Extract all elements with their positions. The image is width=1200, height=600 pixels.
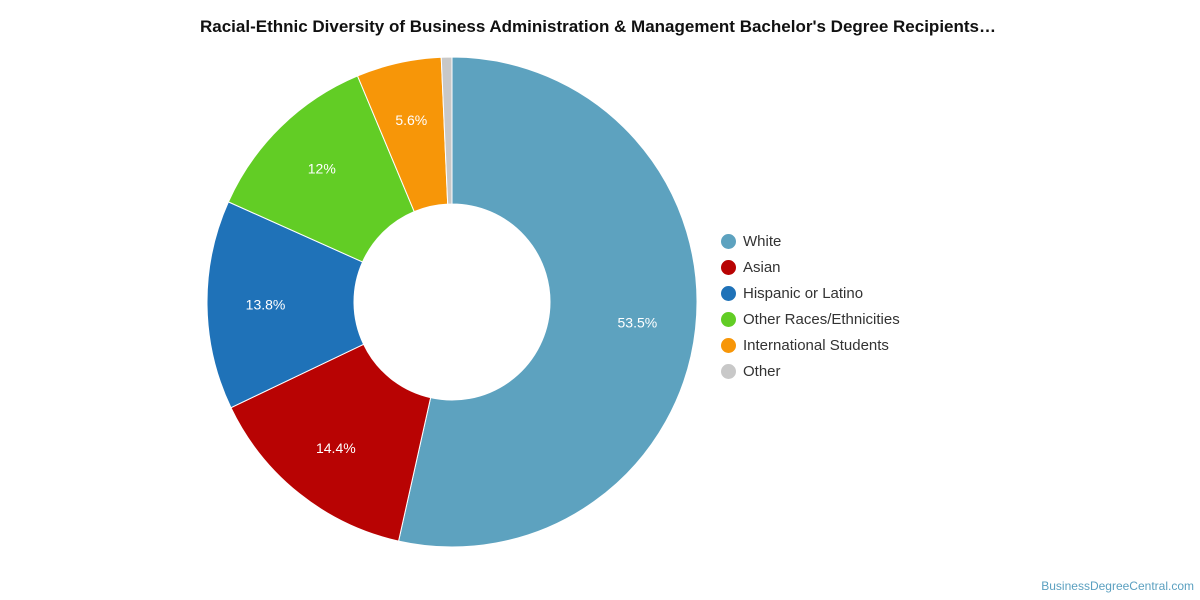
legend-marker xyxy=(721,363,736,379)
legend-label: Other xyxy=(743,362,781,380)
legend-label: White xyxy=(743,232,782,250)
legend-marker xyxy=(721,337,736,353)
data-label-other-races-ethnicities: 12% xyxy=(308,160,336,176)
legend-marker xyxy=(721,285,736,301)
legend-item-white[interactable]: White xyxy=(721,228,900,254)
data-label-hispanic-or-latino: 13.8% xyxy=(246,296,286,312)
data-label-white: 53.5% xyxy=(618,314,658,330)
slice-other[interactable] xyxy=(440,56,453,205)
legend-label: International Students xyxy=(743,336,889,354)
legend-item-asian[interactable]: Asian xyxy=(721,254,900,280)
legend-item-international-students[interactable]: International Students xyxy=(721,332,900,358)
legend-item-other-races-ethnicities[interactable]: Other Races/Ethnicities xyxy=(721,306,900,332)
source-link[interactable]: BusinessDegreeCentral.com xyxy=(1041,579,1194,593)
chart-legend: White Asian Hispanic or Latino Other Races/… xyxy=(721,228,900,384)
data-label-asian: 14.4% xyxy=(316,440,356,456)
legend-label: Asian xyxy=(743,258,781,276)
legend-label: Hispanic or Latino xyxy=(743,284,864,302)
slice-hispanic-or-latino[interactable] xyxy=(206,201,365,409)
slice-other-races-ethnicities[interactable] xyxy=(227,75,415,263)
legend-marker xyxy=(721,311,736,327)
legend-marker xyxy=(721,259,736,275)
chart-title: Racial-Ethnic Diversity of Business Admi… xyxy=(199,17,996,36)
slice-asian[interactable] xyxy=(230,343,432,542)
slice-white[interactable] xyxy=(397,56,698,548)
legend-item-hispanic-or-latino[interactable]: Hispanic or Latino xyxy=(721,280,900,306)
data-label-international-students: 5.6% xyxy=(395,112,427,128)
legend-item-other[interactable]: Other xyxy=(721,358,900,384)
legend-label: Other Races/Ethnicities xyxy=(743,310,900,328)
legend-marker xyxy=(721,233,736,249)
